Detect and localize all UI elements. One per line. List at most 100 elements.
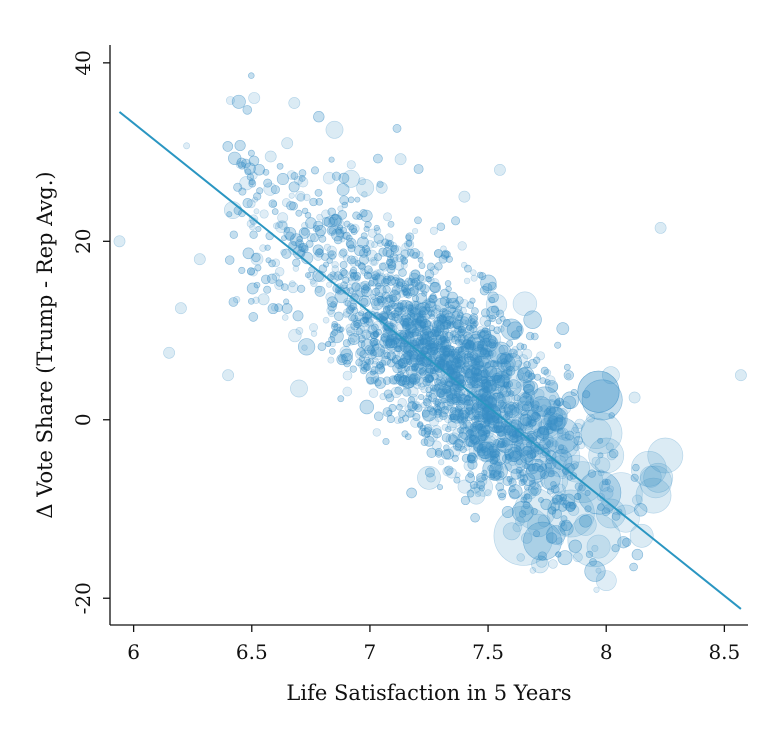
x-tick-label: 6 <box>127 640 140 664</box>
data-point <box>516 458 523 466</box>
data-point <box>389 318 398 326</box>
data-point <box>429 350 437 357</box>
data-point <box>464 434 477 448</box>
data-point <box>482 410 492 420</box>
data-point <box>429 281 441 294</box>
data-point <box>450 357 463 370</box>
data-point <box>255 225 262 233</box>
data-point <box>238 161 246 170</box>
data-point <box>508 477 515 484</box>
data-point <box>328 156 335 163</box>
data-point <box>295 209 303 217</box>
data-point <box>394 386 403 395</box>
data-point <box>389 296 400 307</box>
data-point <box>357 340 366 348</box>
data-point <box>472 441 484 452</box>
data-point <box>387 275 394 282</box>
data-point <box>281 248 292 259</box>
data-point <box>387 312 395 320</box>
data-point <box>376 295 384 304</box>
data-point <box>431 424 442 435</box>
data-point <box>530 508 538 516</box>
data-point <box>586 534 611 559</box>
data-point <box>576 440 586 450</box>
data-point <box>404 405 412 413</box>
data-point <box>504 407 513 417</box>
data-point <box>485 380 497 392</box>
data-point <box>340 348 353 362</box>
data-point <box>384 241 393 249</box>
data-point <box>429 428 436 435</box>
data-point <box>480 392 487 400</box>
data-point <box>575 431 582 439</box>
data-point <box>406 361 417 372</box>
data-point <box>405 234 412 241</box>
data-point <box>476 472 486 483</box>
data-point <box>411 365 418 372</box>
data-point <box>451 216 461 226</box>
data-point <box>382 376 392 385</box>
data-point <box>459 298 469 309</box>
data-point <box>436 376 446 387</box>
data-point <box>280 249 287 256</box>
data-point <box>263 182 277 196</box>
data-point <box>424 303 432 312</box>
data-point <box>242 198 253 209</box>
data-point <box>323 243 331 251</box>
data-point <box>425 298 436 308</box>
data-point <box>268 199 278 208</box>
data-point <box>380 311 389 320</box>
data-point <box>433 343 440 350</box>
data-point <box>463 352 474 363</box>
data-point <box>458 345 470 358</box>
data-point <box>492 374 506 388</box>
data-point <box>389 294 398 303</box>
data-point <box>414 404 423 413</box>
data-point <box>602 366 620 385</box>
data-point <box>306 233 316 243</box>
data-point <box>436 374 443 382</box>
data-point <box>553 400 562 409</box>
data-point <box>511 388 528 404</box>
data-point <box>556 427 569 440</box>
data-point <box>347 337 355 346</box>
data-point <box>354 311 364 322</box>
data-point <box>417 256 424 263</box>
data-point <box>439 345 447 354</box>
data-point <box>468 446 480 458</box>
data-point <box>542 434 554 446</box>
data-point <box>342 276 350 284</box>
data-point <box>497 488 507 499</box>
data-point <box>591 456 601 466</box>
data-point <box>556 322 570 335</box>
data-point <box>365 358 372 365</box>
data-point <box>463 460 475 472</box>
data-point <box>387 261 397 271</box>
data-point <box>366 376 375 385</box>
data-point <box>486 375 506 394</box>
data-point <box>472 346 479 353</box>
data-point <box>408 324 418 334</box>
data-point <box>439 307 450 318</box>
data-point <box>313 111 325 123</box>
data-point <box>473 415 481 423</box>
data-point <box>248 178 256 186</box>
data-point <box>394 360 404 369</box>
data-point <box>234 139 246 152</box>
data-point <box>411 300 419 308</box>
data-point <box>531 400 540 409</box>
data-point <box>346 240 355 249</box>
data-point <box>473 384 482 393</box>
data-point <box>373 274 387 288</box>
data-point <box>375 181 388 194</box>
data-point <box>417 359 425 367</box>
data-point <box>394 261 405 271</box>
data-point <box>571 463 578 470</box>
data-point <box>543 369 552 377</box>
data-point <box>309 197 318 207</box>
data-point <box>492 392 500 400</box>
data-point <box>468 342 477 351</box>
data-point <box>417 338 429 350</box>
data-point <box>523 463 530 470</box>
data-point <box>515 381 523 389</box>
